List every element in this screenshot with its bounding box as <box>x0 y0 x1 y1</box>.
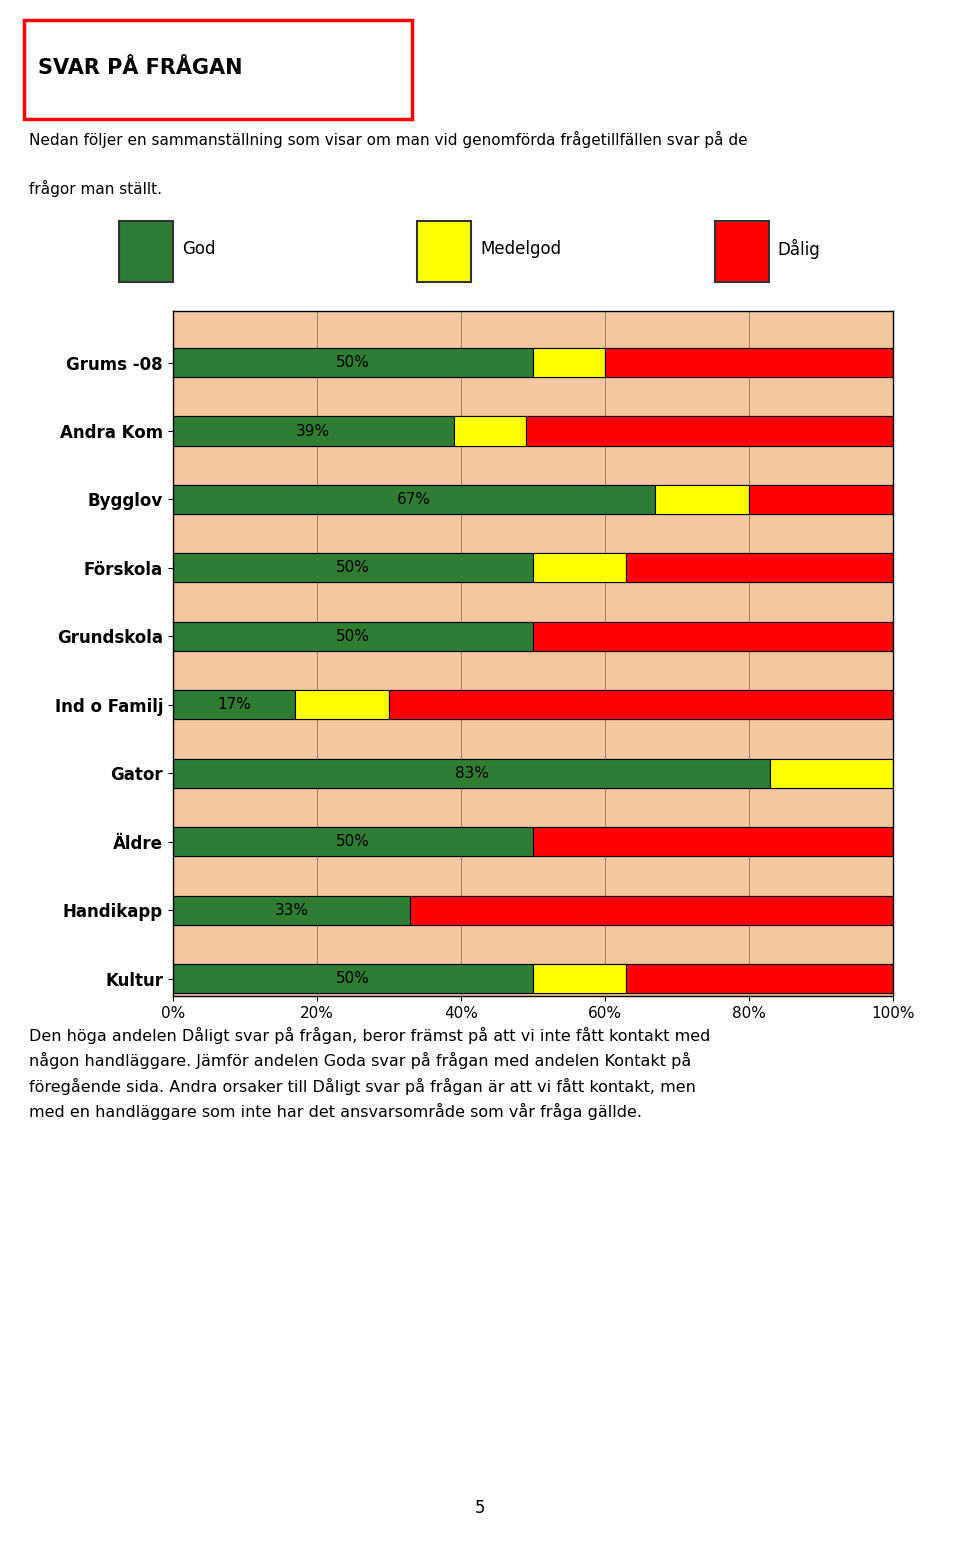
Text: 33%: 33% <box>275 902 309 918</box>
Bar <box>411 896 893 924</box>
Bar <box>533 622 893 650</box>
Text: Medelgod: Medelgod <box>480 240 562 258</box>
Bar <box>173 622 893 650</box>
Text: 83%: 83% <box>455 766 489 781</box>
Bar <box>770 759 893 787</box>
Bar <box>173 691 893 719</box>
FancyBboxPatch shape <box>24 20 413 120</box>
Bar <box>173 349 533 377</box>
Text: 67%: 67% <box>397 492 431 507</box>
Text: Den höga andelen Dåligt svar på frågan, beror främst på att vi inte fått kontakt: Den höga andelen Dåligt svar på frågan, … <box>29 1027 710 1120</box>
Bar <box>626 554 893 582</box>
Bar <box>714 221 769 282</box>
Bar <box>173 622 533 650</box>
Bar <box>417 221 471 282</box>
Bar <box>454 417 526 445</box>
Text: God: God <box>182 240 216 258</box>
Bar <box>173 965 533 993</box>
Bar <box>173 896 411 924</box>
Bar <box>173 349 893 377</box>
Bar <box>296 691 389 719</box>
Bar <box>173 759 893 787</box>
Bar <box>533 349 605 377</box>
Bar <box>173 485 655 513</box>
Text: 50%: 50% <box>336 560 370 576</box>
Bar <box>526 417 893 445</box>
Bar <box>173 554 533 582</box>
Text: 50%: 50% <box>336 971 370 987</box>
Bar <box>173 828 533 856</box>
Bar <box>173 828 893 856</box>
Bar <box>533 554 626 582</box>
Bar <box>533 965 626 993</box>
Text: 39%: 39% <box>296 423 330 439</box>
Text: Dålig: Dålig <box>778 240 821 258</box>
Text: SVAR PÅ FRÅGAN: SVAR PÅ FRÅGAN <box>37 58 242 78</box>
Bar <box>655 485 749 513</box>
Text: 50%: 50% <box>336 355 370 370</box>
Bar <box>173 417 893 445</box>
Text: 17%: 17% <box>217 697 251 713</box>
Bar <box>119 221 173 282</box>
Bar <box>749 485 893 513</box>
Bar <box>605 349 893 377</box>
Bar <box>173 417 454 445</box>
Bar <box>173 485 893 513</box>
Text: Nedan följer en sammanställning som visar om man vid genomförda frågetillfällen : Nedan följer en sammanställning som visa… <box>29 131 748 148</box>
Bar <box>626 965 893 993</box>
Bar <box>173 965 893 993</box>
Bar <box>533 828 893 856</box>
Text: 5: 5 <box>475 1498 485 1517</box>
Bar <box>173 554 893 582</box>
Text: 50%: 50% <box>336 629 370 644</box>
Text: frågor man ställt.: frågor man ställt. <box>29 180 162 198</box>
Bar <box>173 896 893 924</box>
Text: 50%: 50% <box>336 834 370 850</box>
Bar <box>173 691 296 719</box>
Bar <box>389 691 893 719</box>
Bar <box>173 759 770 787</box>
